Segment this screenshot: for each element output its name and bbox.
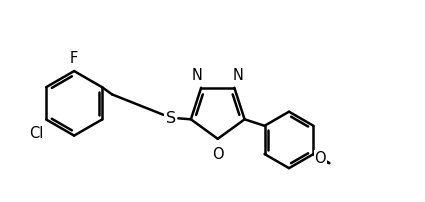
Text: F: F <box>70 51 78 66</box>
Text: O: O <box>314 151 326 166</box>
Text: O: O <box>212 146 224 161</box>
Text: S: S <box>166 111 176 126</box>
Text: N: N <box>233 67 244 82</box>
Text: N: N <box>192 67 203 82</box>
Text: Cl: Cl <box>29 125 44 140</box>
